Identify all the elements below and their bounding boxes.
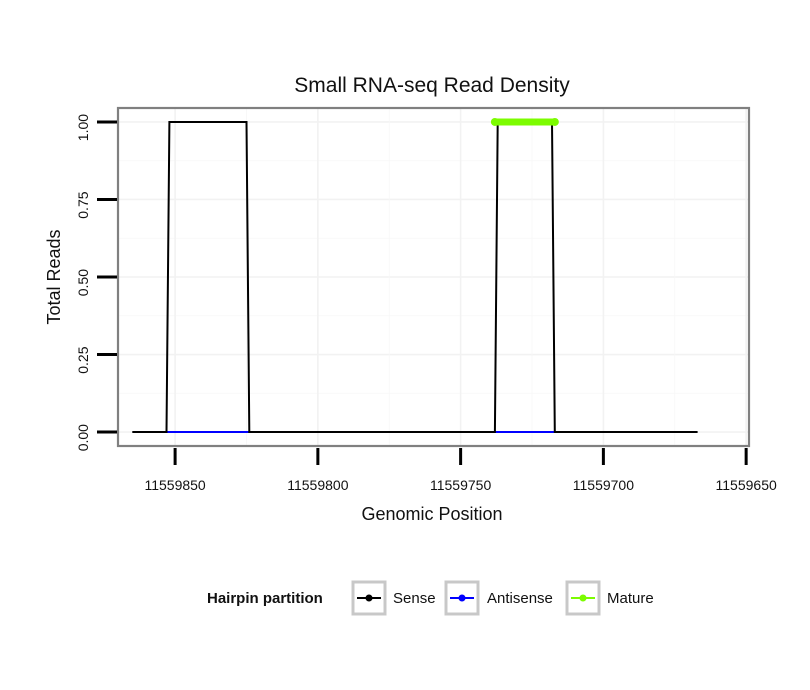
- legend-swatch-antisense-point: [458, 594, 466, 602]
- legend-label-antisense: Antisense: [487, 590, 553, 607]
- chart-title: Small RNA-seq Read Density: [294, 74, 570, 97]
- panel-frame: [116, 106, 751, 448]
- legend-swatch-mature-point: [579, 594, 587, 602]
- x-axis-title: Genomic Position: [361, 504, 502, 524]
- y-tick-label: 0.00: [75, 424, 91, 451]
- panel-border: [116, 106, 751, 448]
- legend: Hairpin partition Sense Antisense Mature: [207, 580, 654, 616]
- legend-swatch-sense-point: [365, 594, 373, 602]
- y-axis: 0.00 0.25 0.50 0.75 1.00: [75, 114, 117, 451]
- x-axis: 11559850 11559800 11559750 11559700 11559650: [144, 448, 777, 493]
- series-mature-point: [550, 117, 559, 126]
- legend-label-sense: Sense: [393, 590, 436, 607]
- legend-title: Hairpin partition: [207, 590, 323, 607]
- y-tick-label: 0.25: [75, 346, 91, 373]
- y-axis-title: Total Reads: [44, 229, 64, 324]
- x-tick-label: 11559800: [287, 477, 348, 493]
- y-tick-label: 0.50: [75, 269, 91, 296]
- series-sense-line: [132, 121, 698, 433]
- gridlines: [118, 108, 749, 446]
- x-tick-label: 11559850: [144, 477, 205, 493]
- x-tick-label: 11559650: [716, 477, 777, 493]
- x-tick-label: 11559750: [430, 477, 491, 493]
- legend-label-mature: Mature: [607, 590, 654, 607]
- y-tick-label: 1.00: [75, 114, 91, 141]
- x-tick-label: 11559700: [573, 477, 634, 493]
- series-lines: [132, 117, 698, 434]
- series-mature-point: [490, 117, 499, 126]
- y-tick-label: 0.75: [75, 191, 91, 218]
